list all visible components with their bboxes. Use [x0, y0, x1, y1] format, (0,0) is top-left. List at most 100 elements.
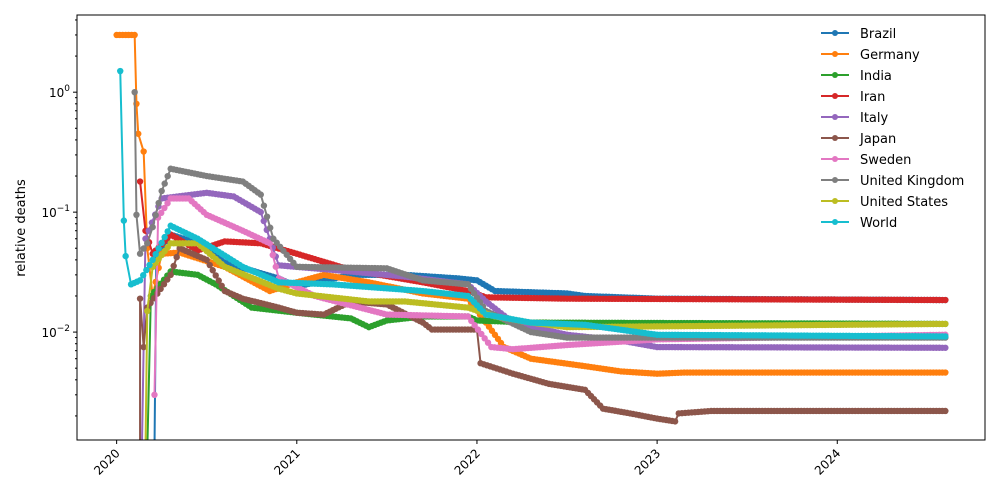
legend-label: Sweden [860, 153, 911, 168]
data-point [144, 449, 150, 455]
x-tick-label: 2023 [632, 446, 663, 477]
legend-item: World [821, 216, 897, 231]
data-point [481, 335, 488, 342]
data-point [136, 277, 144, 284]
legend-item: India [821, 69, 892, 84]
data-point [151, 391, 158, 399]
series-japan [136, 245, 949, 440]
data-point [144, 240, 151, 247]
data-point [155, 245, 162, 252]
data-point [155, 199, 162, 207]
data-point [139, 449, 145, 455]
series-layer [113, 31, 949, 455]
legend-dot-marker [832, 198, 838, 204]
legend: Brazil Germany India Iran Italy Japan Sweden Un… [821, 27, 964, 231]
data-point [942, 407, 949, 415]
data-point [117, 67, 124, 75]
data-point [161, 180, 168, 187]
data-point [474, 326, 482, 333]
data-point [142, 449, 148, 455]
x-tick-label: 2024 [812, 446, 843, 477]
data-point [146, 261, 153, 269]
legend-item: Iran [821, 90, 885, 105]
legend-item: Japan [821, 132, 896, 147]
data-point [164, 276, 171, 283]
data-point [161, 233, 168, 241]
data-point [144, 307, 151, 315]
legend-dot-marker [832, 93, 838, 99]
data-point [140, 148, 147, 155]
legend-item: Brazil [821, 27, 896, 42]
data-point [173, 253, 180, 261]
data-point [257, 191, 264, 198]
data-point [122, 252, 129, 260]
data-point [140, 245, 147, 252]
plot-frame [76, 14, 986, 441]
legend-dot-marker [832, 30, 838, 36]
legend-label: World [860, 216, 897, 231]
legend-item: United States [821, 195, 948, 210]
data-point [471, 322, 478, 329]
data-point [260, 202, 268, 209]
legend-label: Italy [860, 111, 889, 126]
data-point [257, 208, 264, 216]
legend-label: Japan [859, 132, 896, 147]
legend-dot-marker [832, 114, 838, 120]
legend-dot-marker [832, 72, 838, 78]
legend-item: United Kingdom [821, 174, 964, 189]
data-point [266, 240, 273, 247]
data-point [149, 223, 156, 231]
data-point [942, 344, 949, 351]
data-point [161, 204, 168, 212]
data-point [140, 272, 147, 279]
data-point [164, 200, 171, 207]
data-point [131, 88, 138, 96]
data-point [267, 224, 274, 231]
y-axis: 100 10−1 10−2 [41, 19, 77, 417]
data-point [478, 330, 485, 338]
data-point [158, 209, 165, 217]
legend-label: India [860, 69, 892, 84]
data-point [160, 281, 168, 288]
data-point [263, 213, 271, 220]
data-point [272, 263, 279, 270]
data-point [164, 172, 171, 180]
data-point [158, 239, 165, 247]
data-point [260, 217, 267, 225]
data-point [151, 449, 157, 455]
data-point [942, 320, 949, 328]
data-point [143, 266, 150, 274]
y-axis-label: relative deaths [14, 179, 29, 277]
legend-dot-marker [832, 135, 838, 141]
data-point [464, 313, 472, 320]
y-tick-label: 100 [49, 84, 70, 100]
data-point [167, 271, 174, 279]
legend-item: Sweden [821, 153, 911, 168]
data-point [131, 31, 138, 39]
x-tick-label: 2020 [91, 446, 122, 477]
data-point [152, 211, 159, 219]
legend-label: United States [860, 195, 948, 210]
data-point [136, 295, 144, 302]
legend-label: Germany [860, 48, 920, 63]
legend-item: Italy [821, 111, 889, 126]
data-point [136, 250, 144, 257]
legend-dot-marker [832, 219, 838, 225]
x-tick-label: 2021 [271, 446, 302, 477]
x-axis: 2020 2021 2022 2023 2024 [91, 440, 843, 478]
data-point [671, 418, 679, 425]
data-point [209, 267, 216, 274]
data-point [942, 333, 949, 340]
data-point [136, 178, 144, 185]
data-point [135, 130, 142, 137]
data-point [158, 187, 165, 195]
data-point [218, 282, 225, 290]
data-point [206, 261, 213, 269]
data-point [212, 272, 219, 279]
data-point [468, 317, 475, 325]
x-tick-label: 2022 [452, 446, 483, 477]
data-point [942, 296, 949, 304]
data-point [140, 343, 147, 351]
